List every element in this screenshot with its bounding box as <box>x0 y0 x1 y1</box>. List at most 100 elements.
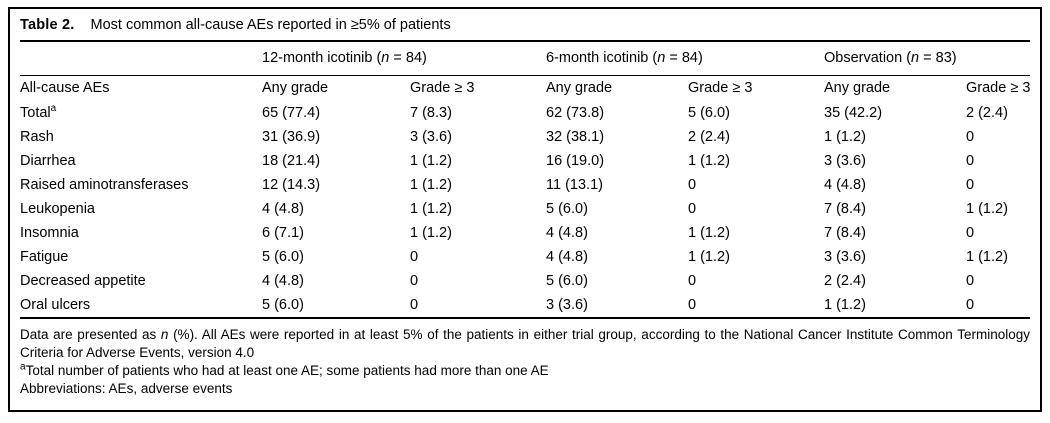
table-title: Most common all-cause AEs reported in ≥5… <box>90 16 451 33</box>
cell-value: 5 (6.0) <box>688 105 730 121</box>
footnotes: Data are presented as n (%). All AEs wer… <box>20 319 1030 398</box>
cell-value: 5 (6.0) <box>262 249 304 265</box>
cell-value: 0 <box>966 225 975 241</box>
cell-value: 12 (14.3) <box>262 177 321 193</box>
cell-value: 7 (8.3) <box>410 105 452 121</box>
row-label: Diarrhea <box>20 153 76 169</box>
group-header-spacer <box>20 42 262 76</box>
col-header-3: Any grade <box>546 80 613 97</box>
cell-value: 0 <box>966 129 975 145</box>
table-number: Table 2. <box>20 16 75 33</box>
cell-value: 62 (73.8) <box>546 105 605 121</box>
table-row: Totala 65 (77.4) 7 (8.3) 62 (73.8) 5 (6.0) 35… <box>20 101 1030 125</box>
table-row: Oral ulcers 5 (6.0) 0 3 (3.6) 0 1 (1.2) 0 <box>20 293 1030 317</box>
cell-value: 5 (6.0) <box>546 201 588 217</box>
cell-value: 0 <box>688 297 697 313</box>
cell-value: 0 <box>410 249 419 265</box>
footnote-text: Total number of patients who had at leas… <box>25 363 549 378</box>
cell-value: 6 (7.1) <box>262 225 304 241</box>
cell-value: 4 (4.8) <box>824 177 866 193</box>
cell-value: 1 (1.2) <box>688 153 730 169</box>
cell-value: 2 (2.4) <box>966 105 1008 121</box>
cell-value: 5 (6.0) <box>546 273 588 289</box>
column-header-row: All-cause AEs Any grade Grade ≥ 3 Any grad… <box>20 75 1030 101</box>
cell-value: 0 <box>410 297 419 313</box>
table-row: Insomnia 6 (7.1) 1 (1.2) 4 (4.8) 1 (1.2) 7 (8… <box>20 221 1030 245</box>
footnote-text: (%). All AEs were reported in at least 5… <box>20 327 1030 360</box>
group-header-3: Observation (n = 83) <box>824 42 1031 76</box>
cell-value: 7 (8.4) <box>824 225 866 241</box>
table-frame: Table 2. Most common all-cause AEs repor… <box>8 7 1042 412</box>
table-row: Fatigue 5 (6.0) 0 4 (4.8) 1 (1.2) 3 (3.6) 1 (1… <box>20 245 1030 269</box>
row-label: Totala <box>20 103 57 121</box>
cell-value: 4 (4.8) <box>262 201 304 217</box>
cell-value: 4 (4.8) <box>546 225 588 241</box>
cell-value: 0 <box>966 177 975 193</box>
cell-value: 1 (1.2) <box>410 153 452 169</box>
table-row: Leukopenia 4 (4.8) 1 (1.2) 5 (6.0) 0 7 (8.4) 1… <box>20 197 1030 221</box>
cell-value: 1 (1.2) <box>688 249 730 265</box>
cell-value: 1 (1.2) <box>966 201 1008 217</box>
row-label: Insomnia <box>20 225 79 241</box>
cell-value: 1 (1.2) <box>410 177 452 193</box>
row-header-label: All-cause AEs <box>20 80 110 97</box>
cell-value: 1 (1.2) <box>824 297 866 313</box>
footnote-italic-n: n <box>160 327 169 342</box>
table-row: Rash 31 (36.9) 3 (3.6) 32 (38.1) 2 (2.4) 1 (1… <box>20 125 1030 149</box>
rule-below-title <box>20 40 1030 42</box>
table-row: Diarrhea 18 (21.4) 1 (1.2) 16 (19.0) 1 (1.2)… <box>20 149 1030 173</box>
cell-value: 32 (38.1) <box>546 129 605 145</box>
col-header-5: Any grade <box>824 80 891 97</box>
row-label: Fatigue <box>20 249 69 265</box>
col-header-6: Grade ≥ 3 <box>966 80 1031 97</box>
cell-value: 4 (4.8) <box>262 273 304 289</box>
cell-value: 0 <box>688 177 697 193</box>
cell-value: 5 (6.0) <box>262 297 304 313</box>
cell-value: 3 (3.6) <box>824 153 866 169</box>
rule-above-footnotes <box>20 317 1030 319</box>
col-header-2: Grade ≥ 3 <box>410 80 475 97</box>
cell-value: 0 <box>966 153 975 169</box>
footnote-abbreviations: Abbreviations: AEs, adverse events <box>20 381 233 396</box>
group-header-2: 6-month icotinib (n = 84) <box>546 42 824 76</box>
col-header-1: Any grade <box>262 80 329 97</box>
adverse-events-table: 12-month icotinib (n = 84) 6-month icotin… <box>20 42 1031 317</box>
table-row: Raised aminotransferases 12 (14.3) 1 (1.2)… <box>20 173 1030 197</box>
footnote-superscript-a: a <box>20 361 26 373</box>
cell-value: 16 (19.0) <box>546 153 605 169</box>
cell-value: 1 (1.2) <box>824 129 866 145</box>
cell-value: 35 (42.2) <box>824 105 883 121</box>
cell-value: 0 <box>966 273 975 289</box>
row-label: Decreased appetite <box>20 273 146 289</box>
row-label: Rash <box>20 129 54 145</box>
cell-value: 1 (1.2) <box>966 249 1008 265</box>
cell-value: 0 <box>688 201 697 217</box>
footnote-text: Data are presented as <box>20 327 161 342</box>
cell-value: 7 (8.4) <box>824 201 866 217</box>
cell-value: 3 (3.6) <box>546 297 588 313</box>
cell-value: 2 (2.4) <box>688 129 730 145</box>
cell-value: 0 <box>410 273 419 289</box>
cell-value: 18 (21.4) <box>262 153 321 169</box>
table-row: Decreased appetite 4 (4.8) 0 5 (6.0) 0 2 (2.4… <box>20 269 1030 293</box>
cell-value: 1 (1.2) <box>410 225 452 241</box>
cell-value: 2 (2.4) <box>824 273 866 289</box>
cell-value: 1 (1.2) <box>688 225 730 241</box>
col-header-4: Grade ≥ 3 <box>688 80 753 97</box>
table-caption: Table 2. Most common all-cause AEs repor… <box>20 9 1030 40</box>
group-header-1: 12-month icotinib (n = 84) <box>262 42 546 76</box>
cell-value: 65 (77.4) <box>262 105 321 121</box>
cell-value: 0 <box>688 273 697 289</box>
row-label: Oral ulcers <box>20 297 91 313</box>
cell-value: 11 (13.1) <box>546 177 603 193</box>
cell-value: 31 (36.9) <box>262 129 321 145</box>
cell-value: 1 (1.2) <box>410 201 452 217</box>
row-label: Leukopenia <box>20 201 95 217</box>
cell-value: 0 <box>966 297 975 313</box>
cell-value: 3 (3.6) <box>410 129 452 145</box>
footnote-total: aTotal number of patients who had at lea… <box>20 362 1030 380</box>
row-label: Raised aminotransferases <box>20 177 189 193</box>
group-header-row: 12-month icotinib (n = 84) 6-month icotin… <box>20 42 1031 76</box>
footnote-data-presentation: Data are presented as n (%). All AEs wer… <box>20 326 1030 362</box>
cell-value: 4 (4.8) <box>546 249 588 265</box>
